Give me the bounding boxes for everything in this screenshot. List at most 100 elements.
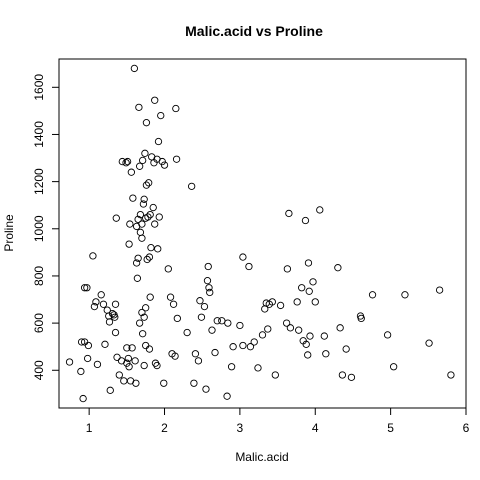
data-point [435, 286, 444, 294]
data-point [111, 328, 120, 337]
data-point [133, 274, 142, 282]
data-point [338, 371, 347, 379]
data-point [140, 361, 148, 370]
x-tick-label: 1 [86, 421, 93, 435]
data-point [190, 379, 198, 387]
x-tick-label: 5 [387, 421, 394, 435]
data-point [83, 284, 91, 292]
data-point [227, 363, 236, 371]
data-point [309, 278, 317, 286]
data-point [111, 300, 120, 308]
y-tick-label: 600 [32, 313, 46, 333]
data-point [90, 302, 99, 311]
data-point [164, 265, 172, 273]
x-tick-label: 6 [463, 421, 470, 435]
data-point [143, 255, 151, 264]
data-point [336, 324, 344, 332]
data-point [118, 157, 126, 166]
y-tick-label: 1000 [32, 215, 46, 242]
data-point [271, 371, 279, 379]
data-point [140, 195, 148, 203]
data-point [145, 253, 154, 261]
data-point [142, 119, 151, 127]
y-tick-label: 1600 [32, 74, 46, 101]
data-points [65, 64, 455, 403]
data-point [134, 254, 142, 262]
data-point [157, 111, 165, 120]
data-point [383, 331, 392, 339]
data-point [135, 162, 144, 170]
data-point [202, 385, 210, 393]
data-point [213, 317, 221, 325]
data-point [200, 302, 209, 311]
data-point [130, 64, 139, 73]
data-point [93, 360, 102, 369]
data-point [206, 288, 214, 297]
data-point [136, 228, 145, 236]
data-point [144, 213, 152, 221]
data-point [106, 386, 114, 394]
data-point [92, 298, 100, 306]
y-axis: 400 600 800 1000 1200 1400 1600 [32, 74, 60, 380]
data-point [311, 298, 319, 306]
data-point [139, 200, 148, 208]
data-point [135, 319, 144, 327]
data-point [151, 96, 159, 104]
data-point [128, 344, 136, 352]
data-point [173, 314, 181, 323]
data-point [301, 216, 310, 225]
data-point [347, 373, 356, 381]
data-point [276, 301, 285, 310]
data-point [357, 314, 365, 323]
x-tick-label: 3 [237, 421, 244, 435]
data-point [166, 293, 175, 301]
data-point [246, 343, 255, 351]
data-point [172, 155, 181, 163]
data-point [196, 297, 204, 305]
data-point [138, 308, 146, 317]
data-point [334, 264, 342, 272]
data-point [120, 377, 128, 385]
data-point [204, 262, 212, 271]
y-tick-label: 800 [32, 266, 46, 286]
data-point [155, 213, 163, 221]
data-point [132, 379, 140, 387]
data-point [141, 149, 149, 157]
data-point [211, 348, 219, 357]
data-point [126, 220, 134, 228]
x-axis: 1 2 3 4 5 6 [86, 407, 470, 435]
data-point [99, 300, 108, 308]
data-point [153, 361, 161, 370]
y-tick-label: 1400 [32, 121, 46, 148]
data-point [306, 332, 314, 340]
y-axis-label: Proline [2, 214, 16, 252]
data-point [123, 359, 131, 367]
chart-title: Malic.acid vs Proline [185, 23, 323, 39]
data-point [127, 168, 136, 176]
data-point [172, 104, 180, 113]
data-point [283, 265, 292, 273]
data-point [77, 338, 86, 346]
x-tick-label: 4 [312, 421, 319, 435]
data-point [84, 341, 93, 350]
data-point [282, 319, 291, 327]
data-point [147, 243, 155, 252]
data-point [135, 103, 143, 111]
data-point [77, 367, 85, 376]
data-point [129, 194, 137, 202]
data-point [111, 313, 119, 321]
data-point [285, 209, 293, 218]
data-point [389, 363, 398, 371]
data-point [239, 253, 247, 261]
data-point [194, 357, 203, 365]
data-point [171, 352, 179, 360]
data-point [139, 156, 147, 165]
data-point [298, 284, 306, 292]
y-tick-label: 400 [32, 360, 46, 380]
data-point [131, 357, 139, 365]
data-point [286, 324, 295, 332]
data-point [191, 350, 200, 358]
data-point [149, 203, 157, 212]
data-point [224, 319, 232, 327]
